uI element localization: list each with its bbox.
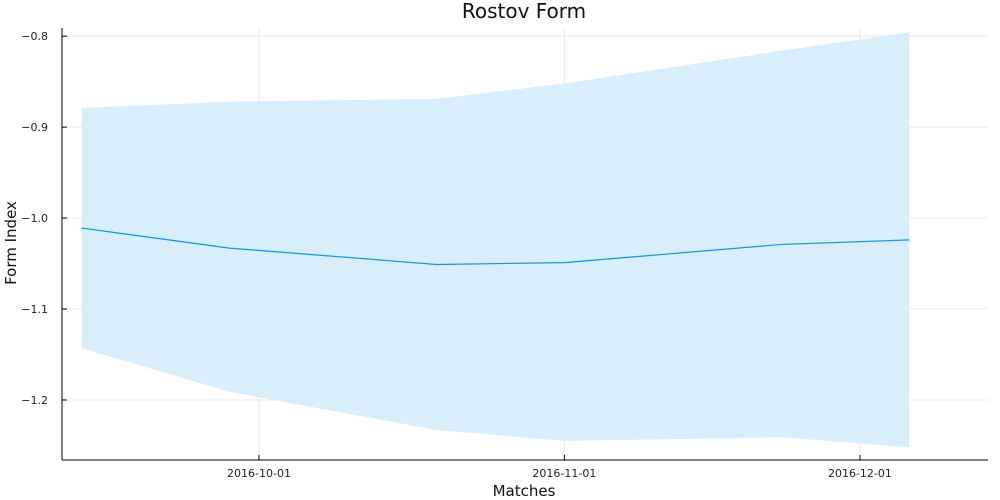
y-tick-label: −1.0 xyxy=(21,212,48,225)
y-tick-label: −0.9 xyxy=(21,121,48,134)
x-tick-label: 2016-11-01 xyxy=(532,467,596,480)
x-tick-label: 2016-10-01 xyxy=(227,467,291,480)
y-tick-label: −0.8 xyxy=(21,30,48,43)
x-tick-labels: 2016-10-01 2016-11-01 2016-12-01 xyxy=(227,455,892,480)
y-tick-label: −1.2 xyxy=(21,394,48,407)
y-tick-label: −1.1 xyxy=(21,303,48,316)
confidence-band-layer xyxy=(81,32,910,448)
y-tick-labels: −1.2 −1.1 −1.0 −0.9 −0.8 xyxy=(21,30,67,407)
series-line xyxy=(81,227,910,266)
y-axis-title: Form Index xyxy=(2,201,20,285)
confidence-band xyxy=(81,32,910,448)
axes xyxy=(61,28,988,461)
series-line-layer xyxy=(81,227,910,266)
chart-title: Rostov Form xyxy=(462,0,586,23)
x-axis-title: Matches xyxy=(493,482,556,500)
x-tick-label: 2016-12-01 xyxy=(828,467,892,480)
